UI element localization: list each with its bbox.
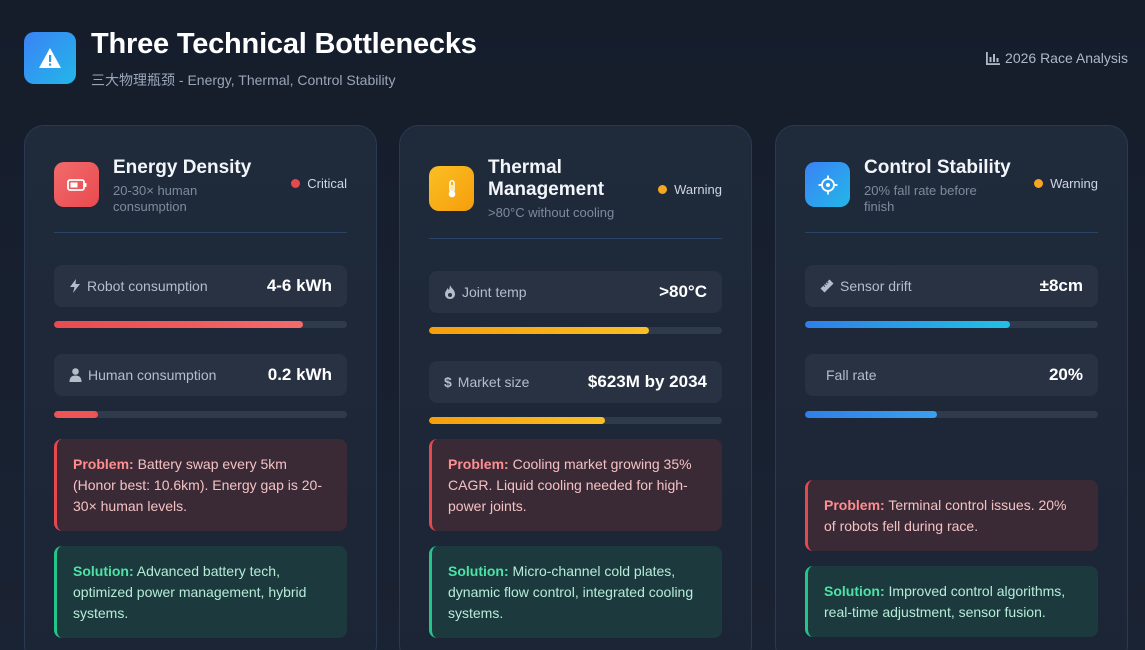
solution-label: Solution: (448, 563, 509, 579)
person-icon (69, 368, 82, 382)
card-title: Energy Density (113, 157, 252, 178)
fire-icon (444, 285, 456, 299)
race-analysis-label: 2026 Race Analysis (1005, 50, 1128, 66)
progress-bar-fill (805, 321, 1011, 328)
progress-bar-fill (429, 327, 649, 334)
card-subtitle: >80°C without cooling (488, 205, 615, 220)
problem-note: Problem: Cooling market growing 35% CAGR… (429, 439, 722, 531)
progress-bar (429, 417, 722, 424)
warning-icon (24, 32, 76, 84)
progress-bar-fill (429, 417, 605, 424)
progress-bar (54, 411, 347, 418)
metric-sensor-drift: Sensor drift ±8cm (805, 265, 1098, 307)
solution-note: Solution: Advanced battery tech, optimiz… (54, 546, 347, 638)
solution-label: Solution: (73, 563, 134, 579)
control-stability-card: Control Stability 20% fall rate before f… (775, 125, 1128, 650)
status-badge: Critical (291, 176, 347, 191)
metric-value: >80°C (659, 282, 707, 301)
metric-human-consumption: Human consumption 0.2 kWh (54, 354, 347, 396)
metric-label: Robot consumption (87, 278, 208, 294)
solution-label: Solution: (824, 583, 885, 599)
metric-value: 20% (1048, 365, 1083, 384)
metric-value: 4-6 kWh (266, 276, 332, 295)
solution-note: Solution: Micro-channel cold plates, dyn… (429, 546, 722, 638)
progress-bar-fill (54, 411, 98, 418)
critical-dot-icon (291, 179, 301, 188)
thermal-management-card: Thermal Management >80°C without cooling… (399, 125, 752, 650)
metric-label: Fall rate (826, 367, 877, 383)
solution-text: Advanced battery tech, optimized power m… (73, 563, 307, 621)
metric-label: Sensor drift (840, 278, 912, 294)
metric-market-size: $ Market size $623M by 2034 (429, 361, 722, 403)
race-analysis-link[interactable]: 2026 Race Analysis (986, 50, 1128, 66)
bar-chart-icon (986, 51, 1001, 65)
progress-bar (54, 321, 347, 328)
metric-value: $623M by 2034 (587, 372, 707, 391)
progress-bar-fill (54, 321, 304, 328)
status-label: Warning (1050, 176, 1098, 191)
metric-value: 0.2 kWh (267, 365, 332, 384)
problem-text: Terminal control issues. 20% of robots f… (824, 497, 1067, 534)
warning-dot-icon (1034, 179, 1044, 188)
status-label: Warning (674, 182, 722, 197)
problem-label: Problem: (73, 456, 134, 472)
card-title: Thermal Management (488, 157, 605, 200)
status-badge: Warning (1034, 176, 1098, 191)
progress-bar (805, 321, 1098, 328)
metric-robot-consumption: Robot consumption 4-6 kWh (54, 265, 347, 307)
problem-text: Battery swap every 5km (Honor best: 10.6… (73, 456, 323, 514)
problem-label: Problem: (448, 456, 509, 472)
divider (54, 232, 347, 233)
solution-note: Solution: Improved control algorithms, r… (805, 566, 1098, 637)
status-badge: Warning (658, 182, 722, 197)
metric-label: Human consumption (88, 367, 217, 383)
metric-fall-rate: Fall rate 20% (805, 354, 1098, 396)
energy-density-card: Energy Density 20-30× human consumption … (24, 125, 377, 650)
status-label: Critical (307, 176, 347, 191)
solution-text: Improved control algorithms, real-time a… (824, 583, 1066, 620)
divider (805, 232, 1098, 233)
page-subtitle: 三大物理瓶颈 - Energy, Thermal, Control Stabil… (91, 72, 396, 88)
problem-note: Problem: Battery swap every 5km (Honor b… (54, 439, 347, 531)
battery-icon (54, 162, 99, 207)
divider (429, 238, 722, 239)
solution-text: Micro-channel cold plates, dynamic flow … (448, 563, 694, 621)
metric-label: Joint temp (462, 284, 527, 300)
card-title: Control Stability (864, 157, 1011, 178)
metric-value: ±8cm (1039, 276, 1083, 295)
metric-joint-temp: Joint temp >80°C (429, 271, 722, 313)
page-header: Three Technical Bottlenecks 三大物理瓶颈 - Ene… (24, 28, 1128, 92)
problem-label: Problem: (824, 497, 885, 513)
metric-label: Market size (457, 374, 530, 390)
page-title: Three Technical Bottlenecks (91, 28, 477, 60)
card-subtitle: 20-30× human consumption (113, 183, 198, 214)
ruler-icon (820, 279, 834, 293)
thermometer-icon (429, 166, 474, 211)
dollar-icon: $ (444, 374, 452, 390)
progress-bar-fill (805, 411, 937, 418)
problem-note: Problem: Terminal control issues. 20% of… (805, 480, 1098, 551)
crosshair-icon (805, 162, 850, 207)
progress-bar (805, 411, 1098, 418)
progress-bar (429, 327, 722, 334)
problem-text: Cooling market growing 35% CAGR. Liquid … (448, 456, 692, 514)
card-subtitle: 20% fall rate before finish (864, 183, 977, 214)
warning-dot-icon (658, 185, 668, 194)
lightning-icon (69, 279, 81, 293)
